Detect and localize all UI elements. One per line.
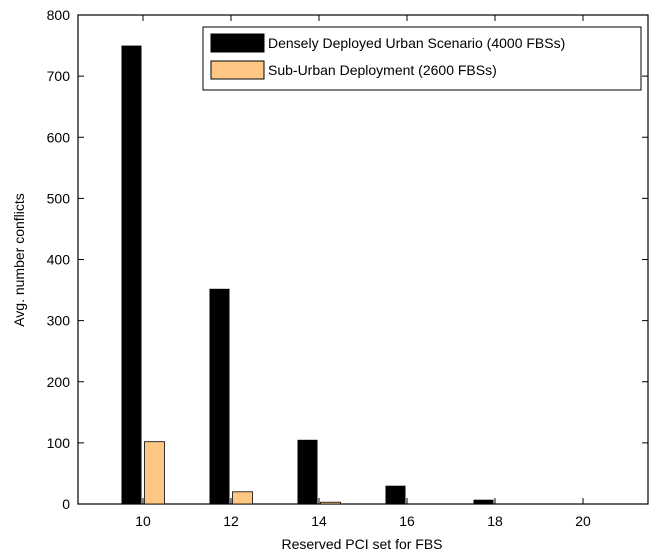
plot-frame [77, 14, 649, 505]
x-axis-title: Reserved PCI set for FBS [281, 536, 442, 552]
y-tick-label-600: 600 [47, 129, 71, 145]
legend: Densely Deployed Urban Scenario (4000 FB… [202, 26, 642, 91]
legend-swatch-urban [210, 33, 265, 53]
y-tick-label-400: 400 [47, 252, 71, 268]
bars-layer [121, 45, 494, 505]
bar-urban-14 [297, 439, 318, 504]
y-axis-title: Avg. number conflicts [11, 193, 27, 327]
x-tick-label-16: 16 [399, 513, 415, 529]
bar-suburban-12 [232, 491, 253, 505]
x-tick-label-12: 12 [223, 513, 239, 529]
x-tick-label-14: 14 [311, 513, 327, 529]
x-axis-ticks: 10 12 14 16 18 20 [135, 15, 591, 529]
x-tick-label-18: 18 [487, 513, 503, 529]
y-tick-label-200: 200 [47, 374, 71, 390]
bar-urban-18 [473, 499, 494, 504]
y-tick-label-100: 100 [47, 435, 71, 451]
legend-swatch-suburban [210, 60, 265, 80]
legend-label-suburban: Sub-Urban Deployment (2600 FBSs) [268, 62, 497, 78]
bar-suburban-10 [144, 441, 165, 505]
bar-urban-10 [121, 45, 142, 504]
bar-urban-12 [209, 288, 230, 504]
bar-suburban-14 [320, 501, 341, 505]
x-tick-label-10: 10 [135, 513, 151, 529]
y-tick-label-0: 0 [62, 496, 70, 512]
y-tick-label-500: 500 [47, 190, 71, 206]
legend-box [202, 26, 642, 91]
bar-urban-16 [385, 485, 406, 504]
plot-area: 0 100 200 300 400 500 600 700 800 10 12 14 16 18 20 [47, 7, 649, 529]
legend-label-urban: Densely Deployed Urban Scenario (4000 FB… [268, 35, 565, 51]
x-tick-label-20: 20 [575, 513, 591, 529]
y-tick-label-300: 300 [47, 313, 71, 329]
y-tick-label-700: 700 [47, 68, 71, 84]
y-axis-ticks: 0 100 200 300 400 500 600 700 800 [47, 7, 648, 512]
y-tick-label-800: 800 [47, 7, 71, 23]
